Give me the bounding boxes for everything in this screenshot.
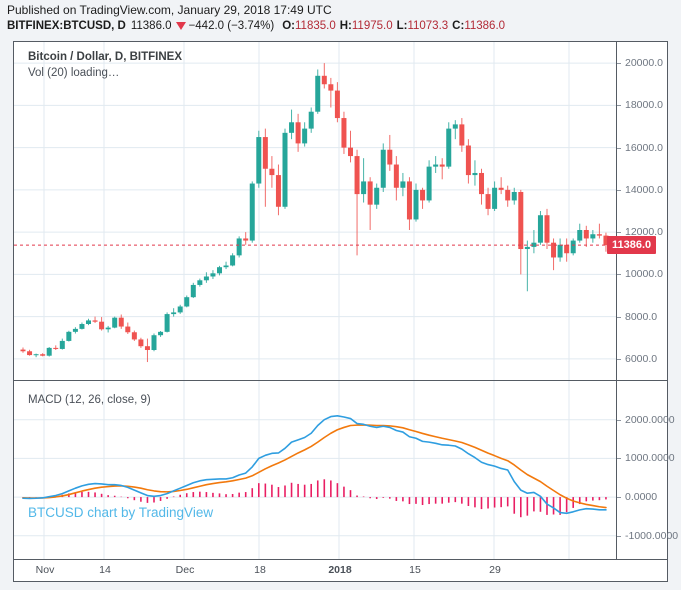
macd-pane[interactable]: MACD (12, 26, close, 9) BTCUSD chart by … (14, 381, 616, 559)
price-axis-tick (617, 63, 621, 65)
low-key: L: (396, 20, 408, 32)
arrow-down-icon (175, 22, 186, 30)
price-axis-tick (617, 274, 621, 276)
tradingview-watermark: BTCUSD chart by TradingView (28, 505, 214, 520)
pane-separator (14, 380, 667, 381)
price-axis-label: 10000.0 (625, 268, 663, 281)
macd-axis-tick (617, 535, 621, 537)
close-value: 11386.0 (464, 20, 506, 32)
price-axis[interactable]: 20000.0 18000.0 16000.0 14000.0 12000.0 10000… (617, 42, 667, 380)
time-axis[interactable]: Nov 14 Dec 18 2018 15 29 (13, 560, 668, 582)
price-legend-title: Bitcoin / Dollar, D, BITFINEX (28, 51, 182, 63)
time-axis-label: 15 (409, 564, 421, 576)
current-price-badge: 11386.0 (607, 236, 657, 255)
last-price: 11386.0 (130, 20, 172, 32)
time-axis-label: Nov (35, 564, 55, 576)
macd-axis-tick (617, 458, 621, 460)
time-axis-label: 29 (489, 564, 501, 576)
price-axis-label: 14000.0 (625, 183, 663, 196)
macd-axis-label: -1000.0000 (625, 529, 679, 542)
time-axis-label: 18 (254, 564, 266, 576)
chart-frame[interactable]: Bitcoin / Dollar, D, BITFINEX Vol (20) l… (13, 41, 678, 560)
macd-axis-label: 2000.0000 (625, 413, 675, 426)
time-axis-label: 14 (99, 564, 111, 576)
price-axis-tick (617, 358, 621, 360)
price-axis-tick (617, 147, 621, 149)
price-axis-label: 12000.0 (625, 226, 663, 239)
candlestick-plot[interactable] (14, 42, 616, 380)
open-key: O: (282, 20, 296, 32)
high-value: 11975.0 (351, 20, 393, 32)
price-axis-label: 20000.0 (625, 57, 663, 70)
low-value: 11073.3 (407, 20, 449, 32)
macd-axis-label: 1000.0000 (625, 452, 675, 465)
price-axis-tick (617, 232, 621, 234)
high-key: H: (339, 20, 352, 32)
chart-header: Published on TradingView.com, January 29… (0, 0, 681, 40)
time-axis-label: 2018 (328, 564, 352, 576)
symbol-label: BITFINEX:BTCUSD, D (7, 20, 126, 32)
quote-line: BITFINEX:BTCUSD, D 11386.0 −442.0 (−3.74… (7, 20, 505, 32)
price-axis-label: 6000.0 (625, 352, 658, 365)
open-value: 11835.0 (295, 20, 336, 32)
macd-axis-tick (617, 497, 621, 499)
price-axis-tick (617, 316, 621, 318)
price-axis-label: 18000.0 (625, 99, 663, 112)
macd-plot[interactable] (14, 381, 616, 559)
axis-separator (616, 42, 617, 559)
price-axis-label: 8000.0 (625, 310, 658, 323)
close-key: C: (452, 20, 465, 32)
macd-axis-tick (617, 419, 621, 421)
volume-legend: Vol (20) loading… (28, 67, 120, 79)
change-value: −442.0 (−3.74%) (188, 20, 275, 32)
publish-line: Published on TradingView.com, January 29… (7, 3, 332, 17)
price-axis-tick (617, 105, 621, 107)
macd-axis[interactable]: 2000.0000 1000.0000 0.0000 -1000.0000 (617, 381, 678, 559)
time-axis-label: Dec (175, 564, 195, 576)
macd-legend: MACD (12, 26, close, 9) (28, 394, 151, 406)
price-axis-tick (617, 189, 621, 191)
price-pane[interactable] (14, 42, 616, 380)
macd-axis-label: 0.0000 (625, 491, 658, 504)
price-axis-label: 16000.0 (625, 141, 663, 154)
